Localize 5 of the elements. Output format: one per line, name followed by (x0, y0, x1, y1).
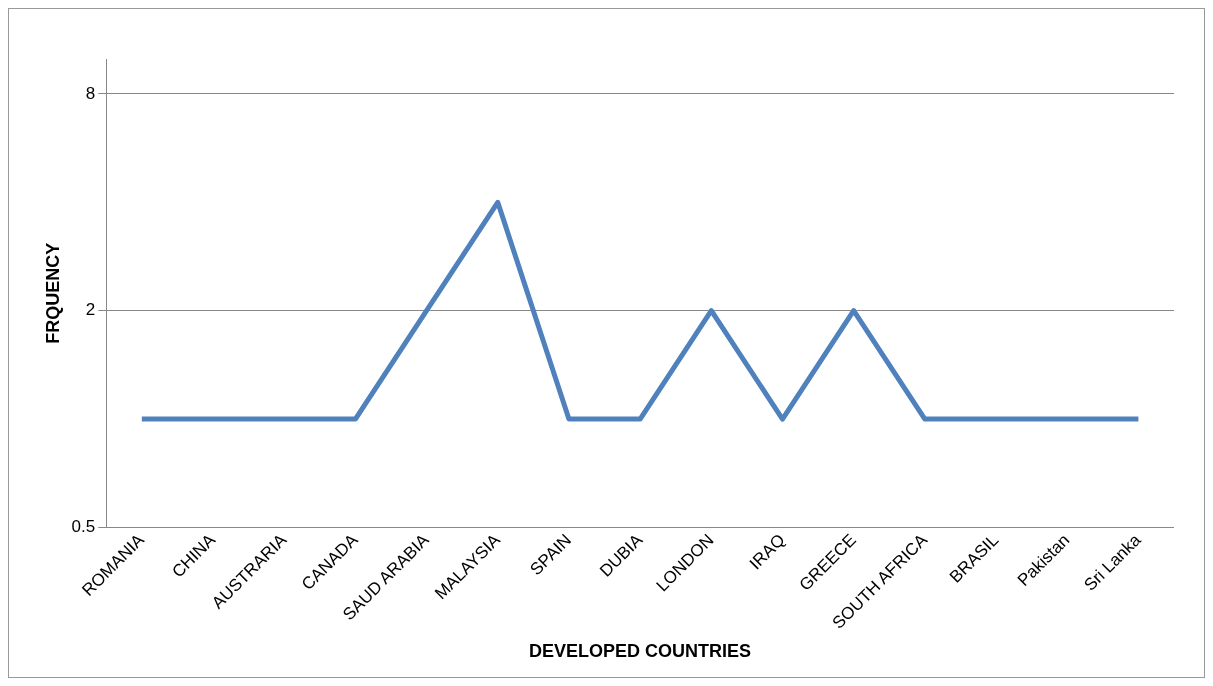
y-tick-label: 0.5 (71, 517, 96, 537)
x-axis-title: DEVELOPED COUNTRIES (529, 641, 752, 662)
y-tick-label: 8 (85, 83, 96, 103)
y-axis-title: FRQUENCY (42, 242, 63, 344)
y-tick-label: 2 (85, 300, 96, 320)
